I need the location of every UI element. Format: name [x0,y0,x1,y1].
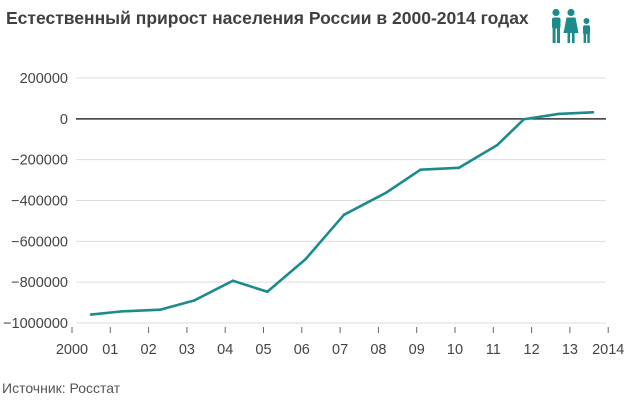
x-tick-label: 03 [179,342,195,358]
y-tick-label: −200000 [11,153,68,169]
data-point [231,279,235,283]
data-point [457,166,461,170]
data-point [342,213,346,217]
x-tick-label: 05 [255,342,271,358]
family-icon [552,8,590,43]
series-line [89,111,595,316]
x-tick-label: 2014 [592,342,624,358]
data-point [266,290,269,294]
x-tick-label: 08 [370,342,386,358]
data-point [384,191,388,195]
data-point [495,143,499,147]
data-point [120,310,124,313]
x-tick-label: 2000 [56,342,88,358]
x-tick-label: 07 [332,342,348,358]
y-tick-label: −800000 [11,275,68,291]
data-point [419,168,422,171]
data-point [304,257,307,261]
chart-title: Естественный прирост населения России в … [6,8,529,28]
y-tick-label: 200000 [20,71,68,87]
x-tick-label: 06 [294,342,310,358]
x-tick-label: 04 [217,342,233,358]
y-tick-label: −600000 [11,234,68,250]
y-tick-label: −1000000 [3,316,68,332]
data-point [158,308,162,312]
y-tick-label: −400000 [11,194,68,210]
x-tick-label: 01 [102,342,118,358]
x-tick-label: 02 [141,342,157,358]
data-point [591,111,595,114]
y-tick-label: 0 [60,112,68,128]
x-tick-label: 10 [447,342,463,358]
source-note: Источник: Росстат [2,380,121,396]
x-tick-label: 11 [486,342,501,358]
data-point [89,313,93,316]
x-tick-label: 09 [409,342,425,358]
data-point [522,117,526,121]
data-point [557,112,560,116]
data-point [193,299,196,302]
x-tick-label: 12 [524,342,540,358]
x-tick-label: 13 [562,342,578,358]
